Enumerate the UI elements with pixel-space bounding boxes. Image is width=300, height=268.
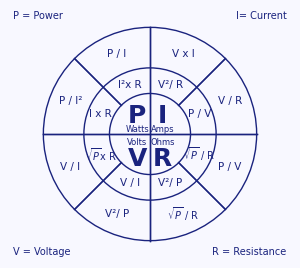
Text: V²/ P: V²/ P [158,178,182,188]
Text: V = Voltage: V = Voltage [14,247,71,257]
Text: I: I [158,104,167,128]
Text: V / I: V / I [119,178,140,188]
Text: P / V: P / V [188,109,211,119]
Text: $\sqrt{P}$ / R: $\sqrt{P}$ / R [167,205,199,223]
Text: Ohms: Ohms [151,138,175,147]
Text: I x R: I x R [89,109,112,119]
Text: R: R [153,147,172,170]
Text: V / I: V / I [60,162,80,172]
Text: Amps: Amps [151,125,175,134]
Text: V: V [128,147,147,170]
Text: P / I²: P / I² [58,96,82,106]
Text: I= Current: I= Current [236,11,286,21]
Text: P / V: P / V [218,162,242,172]
Text: R = Resistance: R = Resistance [212,247,286,257]
Text: $\sqrt{P}$ / R: $\sqrt{P}$ / R [183,146,215,163]
Text: V x I: V x I [172,49,194,59]
Text: V / R: V / R [218,96,242,106]
Text: P: P [128,104,146,128]
Text: V²/ R: V²/ R [158,80,183,90]
Text: Volts: Volts [127,138,147,147]
Text: V²/ P: V²/ P [105,209,129,219]
Text: I²x R: I²x R [118,80,141,90]
Text: Watts: Watts [125,125,149,134]
Text: $\sqrt{P}$x R: $\sqrt{P}$x R [85,146,117,163]
Text: P / I: P / I [107,49,127,59]
Text: P = Power: P = Power [14,11,63,21]
